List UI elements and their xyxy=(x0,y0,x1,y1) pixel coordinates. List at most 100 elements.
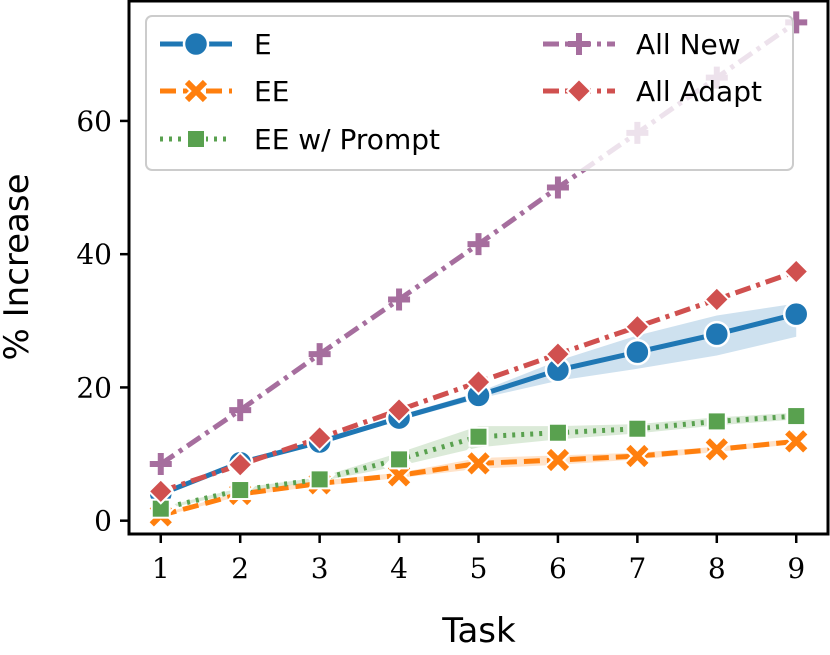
legend-item-ee-prompt: EE w/ Prompt xyxy=(160,123,440,156)
legend-symbol-ee-prompt xyxy=(186,129,206,149)
marker-all-adapt xyxy=(782,258,810,285)
marker-ee xyxy=(626,444,649,468)
point-all-adapt-9 xyxy=(782,258,810,285)
marker-ee xyxy=(785,430,808,453)
marker-all-new xyxy=(229,399,252,422)
marker-all-new xyxy=(388,288,411,311)
marker-e xyxy=(782,300,810,328)
legend-frame xyxy=(145,15,794,171)
marker-all-adapt xyxy=(385,396,413,424)
legend-symbol-all-new xyxy=(568,33,590,55)
point-all-adapt-4 xyxy=(385,396,413,424)
point-ee-6 xyxy=(541,443,575,477)
point-all-new-2 xyxy=(229,399,252,422)
legend-label-e: E xyxy=(254,28,272,61)
x-tick-label: 3 xyxy=(311,552,329,585)
marker-e xyxy=(703,320,731,348)
legend-marker-all-new xyxy=(568,33,590,55)
legend-label-all-adapt: All Adapt xyxy=(636,75,762,108)
point-all-adapt-5 xyxy=(465,368,492,396)
marker-ee-w-prompt xyxy=(706,411,727,432)
point-ee-w-prompt-4 xyxy=(389,449,410,470)
point-all-new-1 xyxy=(149,453,172,476)
y-tick-label: 60 xyxy=(76,105,112,138)
point-ee-9 xyxy=(780,425,813,458)
legend-marker-ee xyxy=(179,74,213,108)
marker-all-adapt xyxy=(147,477,175,505)
point-all-adapt-8 xyxy=(703,286,731,313)
band-ee xyxy=(160,438,797,517)
marker-ee xyxy=(546,448,570,472)
point-ee-w-prompt-6 xyxy=(547,422,568,443)
legend-symbol-all-adapt xyxy=(565,77,593,105)
marker-all-new xyxy=(308,343,331,366)
x-tick-label: 7 xyxy=(628,552,646,585)
point-all-new-4 xyxy=(388,288,411,311)
marker-ee-w-prompt xyxy=(389,449,410,470)
legend-symbol-e xyxy=(182,30,210,58)
point-all-adapt-6 xyxy=(544,340,572,368)
x-tick-label: 1 xyxy=(152,552,170,585)
marker-ee-w-prompt xyxy=(547,422,568,443)
legend-item-e: E xyxy=(160,28,272,61)
marker-ee xyxy=(705,438,728,461)
marker-ee-w-prompt xyxy=(468,426,489,447)
marker-all-adapt xyxy=(623,313,651,341)
marker-ee-w-prompt xyxy=(309,469,330,490)
point-all-adapt-1 xyxy=(147,477,175,505)
x-tick-label: 5 xyxy=(470,552,488,585)
marker-all-new xyxy=(149,453,172,476)
point-all-new-3 xyxy=(308,343,331,366)
point-ee-w-prompt-9 xyxy=(786,406,807,427)
x-tick-label: 2 xyxy=(231,552,249,585)
series-markers xyxy=(144,11,813,532)
legend-item-all-new: All New xyxy=(543,28,741,61)
marker-all-adapt xyxy=(465,368,492,396)
marker-all-adapt xyxy=(703,286,731,313)
legend-item-ee: EE xyxy=(160,74,289,108)
point-ee-5 xyxy=(462,447,495,480)
y-tick-label: 20 xyxy=(76,371,112,404)
y-tick-label: 0 xyxy=(94,505,112,538)
legend-marker-e xyxy=(182,30,210,58)
point-all-adapt-7 xyxy=(623,313,651,341)
point-ee-8 xyxy=(700,433,733,466)
x-tick-label: 8 xyxy=(708,552,726,585)
marker-ee-w-prompt xyxy=(230,480,251,501)
marker-all-new xyxy=(467,233,490,256)
marker-ee xyxy=(467,452,490,475)
legend-symbol-ee xyxy=(184,79,208,103)
marker-all-new xyxy=(546,176,569,199)
point-all-new-5 xyxy=(467,233,490,256)
x-axis-ticks: 1 2 3 4 5 6 7 8 9 xyxy=(152,534,805,585)
marker-ee-w-prompt xyxy=(627,418,648,439)
legend-label-ee: EE xyxy=(254,75,289,108)
x-axis-title: Task xyxy=(441,611,516,651)
x-tick-label: 9 xyxy=(787,552,805,585)
point-ee-w-prompt-5 xyxy=(468,426,489,447)
legend-item-all-adapt: All Adapt xyxy=(543,75,762,108)
legend-label-all-new: All New xyxy=(636,28,741,61)
y-tick-label: 40 xyxy=(76,238,112,271)
point-ee-w-prompt-7 xyxy=(627,418,648,439)
marker-all-adapt xyxy=(306,424,334,452)
marker-ee-w-prompt xyxy=(786,406,807,427)
marker-e xyxy=(624,338,651,366)
point-ee-7 xyxy=(621,439,654,473)
x-tick-label: 4 xyxy=(390,552,408,585)
x-tick-label: 6 xyxy=(549,552,567,585)
point-e-9 xyxy=(782,300,810,328)
y-axis-title: % Increase xyxy=(0,174,37,361)
point-all-adapt-2 xyxy=(226,451,254,479)
point-e-8 xyxy=(703,320,731,348)
y-axis-ticks: 0 20 40 60 xyxy=(76,105,129,538)
point-ee-w-prompt-3 xyxy=(309,469,330,490)
legend: E EE EE w/ Prompt All New All Adapt xyxy=(145,15,794,171)
point-e-7 xyxy=(624,338,651,366)
marker-all-adapt xyxy=(544,340,572,368)
point-ee-w-prompt-8 xyxy=(706,411,727,432)
point-ee-w-prompt-2 xyxy=(230,480,251,501)
legend-label-ee-prompt: EE w/ Prompt xyxy=(254,123,440,156)
point-all-new-6 xyxy=(546,176,569,199)
